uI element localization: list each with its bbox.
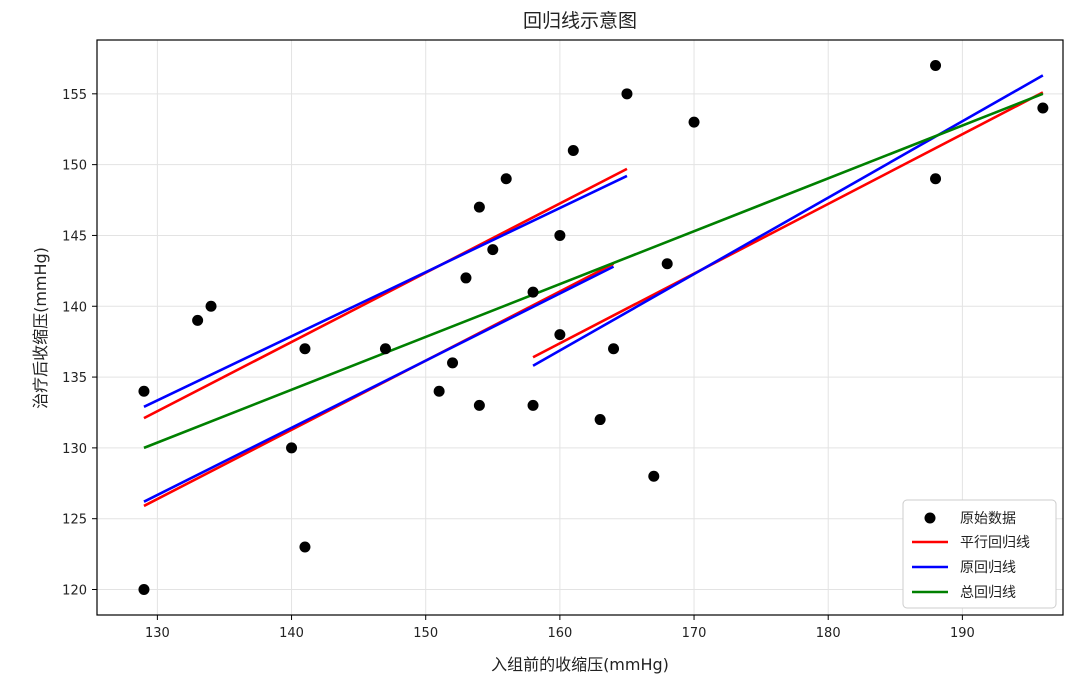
regression-line-original bbox=[143, 265, 615, 503]
y-tick-label: 135 bbox=[62, 371, 87, 386]
data-point bbox=[500, 173, 512, 185]
x-tick-label: 150 bbox=[413, 626, 438, 641]
y-tick-label: 130 bbox=[62, 442, 87, 457]
scatter-points bbox=[138, 59, 1049, 596]
legend-label-overall: 总回归线 bbox=[960, 584, 1016, 601]
data-point bbox=[688, 116, 700, 128]
data-point bbox=[433, 385, 445, 397]
data-point bbox=[138, 584, 150, 596]
x-tick-label: 140 bbox=[279, 626, 304, 641]
y-tick-label: 155 bbox=[62, 88, 87, 103]
data-point bbox=[299, 541, 311, 553]
data-point bbox=[205, 300, 217, 312]
legend-label-original: 原回归线 bbox=[960, 559, 1016, 576]
grid bbox=[97, 40, 1063, 615]
legend-marker-scatter bbox=[924, 512, 936, 524]
regression-line-parallel bbox=[143, 167, 628, 420]
data-point bbox=[527, 399, 539, 411]
data-point bbox=[527, 286, 539, 298]
data-point bbox=[567, 144, 579, 156]
data-point bbox=[554, 329, 566, 341]
data-point bbox=[661, 258, 673, 270]
regression-line-overall bbox=[143, 92, 1044, 450]
data-point bbox=[460, 272, 472, 284]
data-point bbox=[286, 442, 298, 454]
data-point bbox=[621, 88, 633, 100]
x-tick-label: 130 bbox=[145, 626, 170, 641]
data-point bbox=[594, 414, 606, 426]
x-tick-label: 160 bbox=[547, 626, 572, 641]
data-point bbox=[299, 343, 311, 355]
y-tick-label: 125 bbox=[62, 513, 87, 528]
regression-line-original bbox=[143, 174, 628, 408]
data-point bbox=[379, 343, 391, 355]
regression-line-original bbox=[532, 74, 1044, 367]
legend: 原始数据 平行回归线 原回归线 总回归线 bbox=[902, 499, 1057, 609]
data-point bbox=[554, 229, 566, 241]
y-tick-label: 120 bbox=[62, 584, 87, 599]
data-point bbox=[930, 59, 942, 71]
regression-line-parallel bbox=[532, 91, 1044, 359]
data-point bbox=[487, 244, 499, 256]
chart-title: 回归线示意图 bbox=[523, 10, 637, 32]
legend-label-parallel: 平行回归线 bbox=[960, 534, 1030, 551]
y-tick-label: 145 bbox=[62, 229, 87, 244]
legend-label-scatter: 原始数据 bbox=[960, 511, 1016, 527]
plot-frame bbox=[96, 39, 1064, 616]
data-point bbox=[608, 343, 620, 355]
data-point bbox=[648, 470, 660, 482]
x-axis-label: 入组前的收缩压(mmHg) bbox=[491, 655, 669, 674]
y-axis-ticks: 120 125 130 135 140 145 150 155 bbox=[62, 88, 97, 599]
y-tick-label: 150 bbox=[62, 159, 87, 174]
legend-box bbox=[902, 499, 1057, 609]
data-point bbox=[1037, 102, 1049, 114]
data-point bbox=[930, 173, 942, 185]
data-point bbox=[138, 385, 150, 397]
x-tick-label: 180 bbox=[816, 626, 841, 641]
data-point bbox=[473, 399, 485, 411]
regression-lines bbox=[143, 74, 1044, 508]
x-tick-label: 170 bbox=[682, 626, 707, 641]
y-axis-label: 治疗后收缩压(mmHg) bbox=[31, 247, 50, 409]
data-point bbox=[192, 314, 204, 326]
data-point bbox=[447, 357, 459, 369]
x-tick-label: 190 bbox=[950, 626, 975, 641]
x-axis-ticks: 130 140 150 160 170 180 190 bbox=[145, 615, 975, 641]
y-tick-label: 140 bbox=[62, 300, 87, 315]
data-point bbox=[473, 201, 485, 213]
